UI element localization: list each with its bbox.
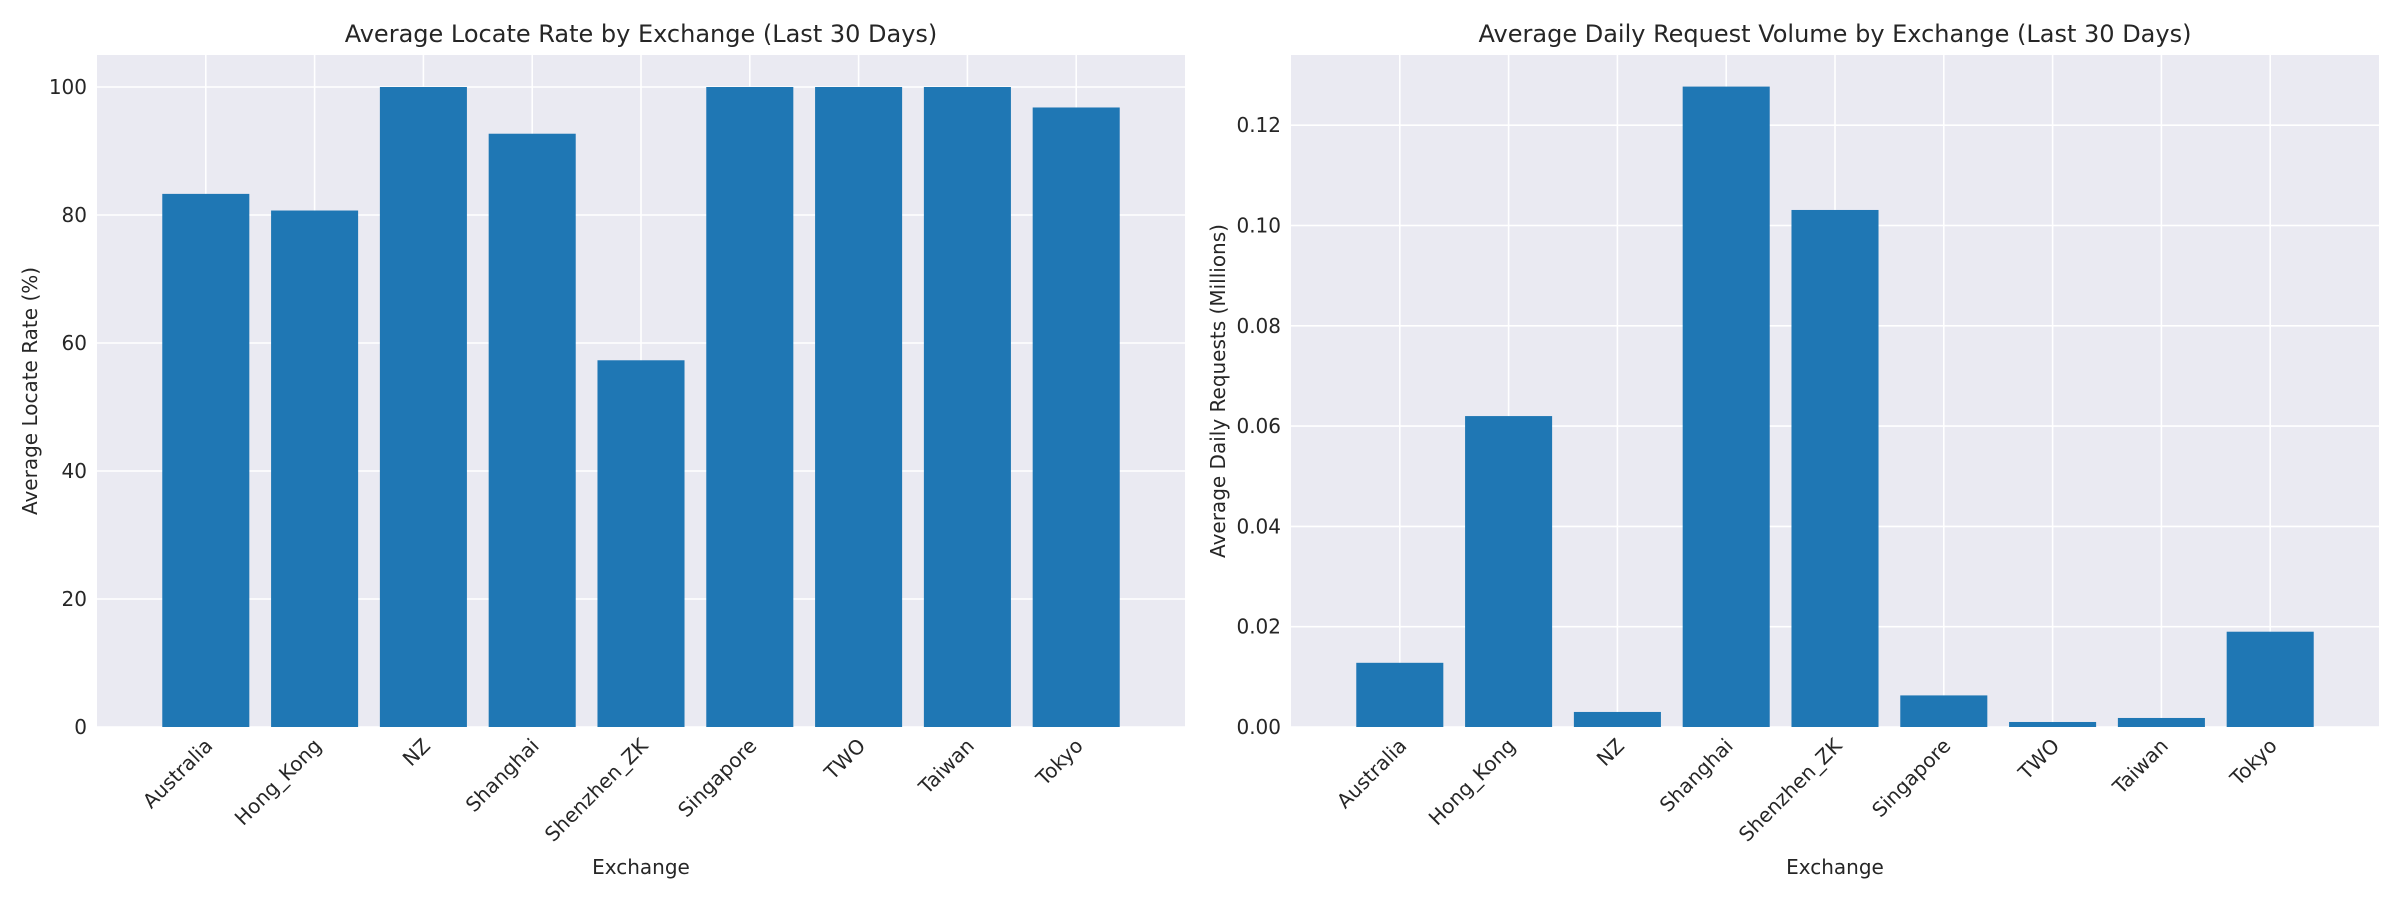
bar <box>488 133 576 728</box>
bar <box>923 87 1011 727</box>
bar <box>1791 209 1879 728</box>
y-tick-labels: 0.00 0.02 0.04 0.06 0.08 0.10 0.12 <box>1236 113 1281 739</box>
bar <box>379 87 467 727</box>
y-tick-label: 0.02 <box>1236 615 1281 639</box>
bars <box>162 87 1120 728</box>
bar <box>815 87 903 727</box>
y-tick-label: 0.08 <box>1236 314 1281 338</box>
y-tick-label: 100 <box>49 75 87 99</box>
y-axis-label: Average Daily Requests (Millions) <box>1206 224 1230 558</box>
y-tick-label: 0.10 <box>1236 214 1281 238</box>
y-tick-label: 60 <box>62 331 87 355</box>
bar <box>597 360 685 727</box>
bar <box>2009 721 2097 727</box>
chart-title: Average Locate Rate by Exchange (Last 30… <box>345 20 938 48</box>
y-axis-label: Average Locate Rate (%) <box>18 267 42 515</box>
bar <box>2117 717 2205 727</box>
bar <box>1573 711 1661 727</box>
y-tick-label: 0 <box>74 715 87 739</box>
y-tick-label: 0.12 <box>1236 113 1281 137</box>
bar <box>706 87 794 727</box>
y-tick-label: 20 <box>62 587 87 611</box>
y-tick-label: 0.04 <box>1236 514 1281 538</box>
y-tick-labels: 0 20 40 60 80 100 <box>49 75 87 739</box>
bar <box>271 210 359 727</box>
bar <box>1682 86 1770 727</box>
bar <box>2226 631 2314 727</box>
x-axis-label: Exchange <box>592 855 690 879</box>
y-tick-label: 80 <box>62 203 87 227</box>
bar <box>1465 416 1553 727</box>
bar <box>1356 662 1444 727</box>
bars <box>1356 86 2314 728</box>
bar <box>1032 107 1120 728</box>
bar <box>1900 695 1988 727</box>
y-tick-label: 0.00 <box>1236 715 1281 739</box>
x-axis-label: Exchange <box>1786 855 1884 879</box>
y-tick-label: 40 <box>62 459 87 483</box>
bar <box>162 193 250 727</box>
chart-title: Average Daily Request Volume by Exchange… <box>1479 20 2192 48</box>
y-tick-label: 0.06 <box>1236 414 1281 438</box>
